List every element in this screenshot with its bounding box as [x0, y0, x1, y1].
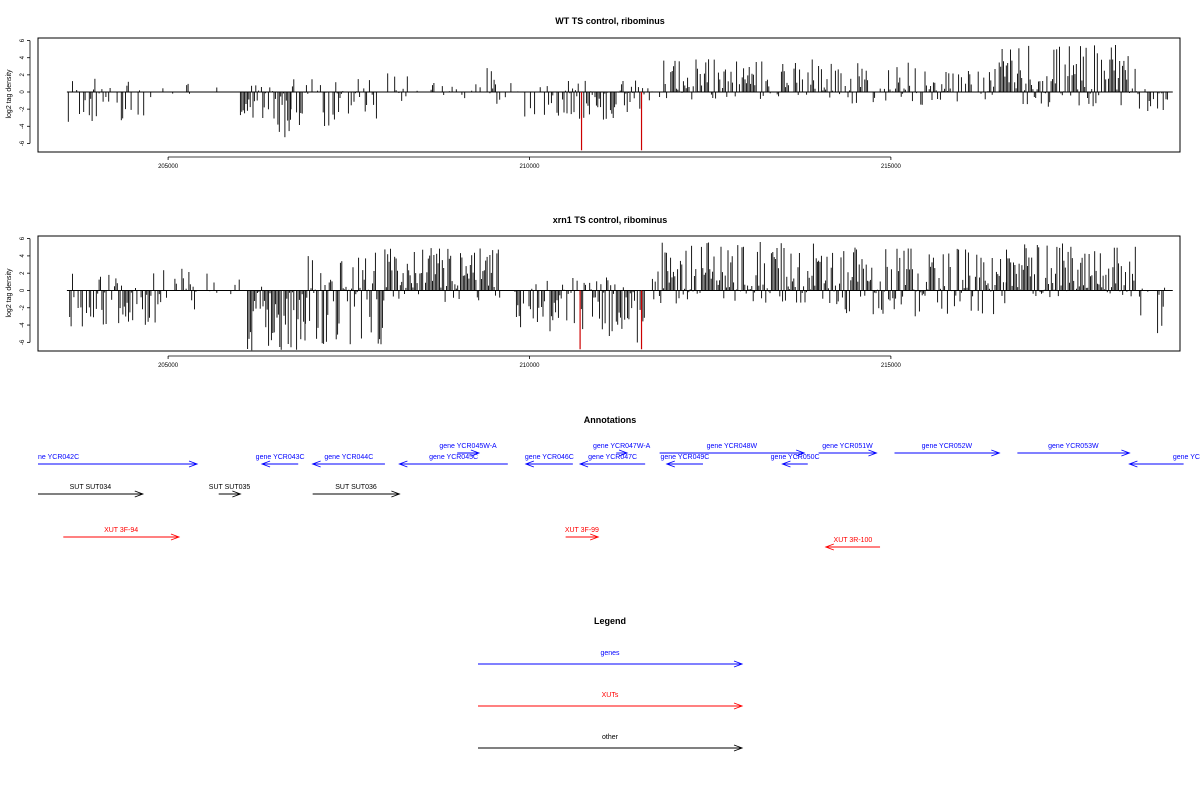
- x-tick-label: 215000: [881, 363, 902, 369]
- feature-arrow-head: [1128, 460, 1138, 468]
- feature-arrow-head: [578, 460, 589, 468]
- feature-label: gene YCR044C: [324, 454, 373, 461]
- wt-ylabel: log2 tag density: [6, 69, 13, 119]
- feature-label: gene YCR048W: [707, 443, 758, 450]
- y-tick-label: -4: [20, 123, 26, 129]
- legend-label: XUTs: [602, 692, 619, 699]
- feature-arrow-head: [398, 460, 408, 468]
- feature-arrow-head: [589, 533, 600, 541]
- feature-label: gene YCR052W: [922, 443, 973, 450]
- feature-label: XUT 3F-94: [104, 527, 138, 534]
- xrn1-track-title: xrn1 TS control, ribominus: [553, 215, 668, 225]
- feature-arrow-head: [618, 449, 629, 457]
- wt-track-panel: WT TS control, ribominus log2 tag densit…: [6, 16, 1181, 170]
- feature-label: gene YCR053W: [1048, 443, 1099, 450]
- y-tick-label: 0: [20, 90, 26, 94]
- feature-arrow-head: [134, 490, 145, 498]
- feature-label: gene YCR050C: [771, 454, 820, 461]
- feature-label: gene YCR047C: [588, 454, 637, 461]
- y-tick-label: 0: [20, 288, 26, 292]
- wt-track-title: WT TS control, ribominus: [555, 16, 665, 26]
- y-tick-label: -4: [20, 322, 26, 328]
- legend-arrow-head: [733, 660, 744, 668]
- feature-label: SUT SUT035: [209, 484, 251, 491]
- feature-label: gene YCR051W: [822, 443, 873, 450]
- feature-arrow-head: [170, 533, 181, 541]
- wt-coverage-bars: [66, 45, 1173, 151]
- y-tick-label: -6: [20, 339, 26, 345]
- feature-label: gene YCR045C: [429, 454, 478, 461]
- xrn1-track-panel: xrn1 TS control, ribominus log2 tag dens…: [6, 215, 1181, 369]
- feature-label: gene YC: [1173, 454, 1200, 461]
- xrn1-ylabel: log2 tag density: [6, 268, 13, 318]
- legend-label: genes: [600, 650, 620, 657]
- x-tick-label: 205000: [158, 363, 179, 369]
- feature-label: ne YCR042C: [38, 454, 79, 461]
- wt-axis-ticks: 6 4 2 0 -2 -4 -6 205000 210000 215000: [20, 38, 902, 170]
- feature-tracks: ne YCR042C gene YCR043C gene YCR044C gene Y…: [38, 443, 1200, 551]
- feature-arrow-head: [868, 449, 878, 457]
- feature-arrow-head: [665, 460, 675, 468]
- feature-arrow-head: [391, 490, 401, 498]
- x-tick-label: 215000: [881, 164, 902, 170]
- annotations-title: Annotations: [584, 415, 637, 425]
- feature-arrow-head: [311, 460, 321, 468]
- x-tick-label: 210000: [519, 164, 540, 170]
- y-tick-label: 2: [20, 73, 26, 77]
- feature-arrow-head: [524, 460, 535, 468]
- legend-arrow-head: [733, 744, 744, 752]
- feature-label: SUT SUT036: [335, 484, 377, 491]
- legend: Legend genes XUTs other: [478, 616, 744, 752]
- x-tick-label: 205000: [158, 164, 179, 170]
- feature-label: SUT SUT034: [70, 484, 112, 491]
- xrn1-plot-frame: [37, 235, 1181, 352]
- feature-label: gene YCR045W-A: [439, 443, 497, 450]
- feature-arrow-head: [260, 460, 271, 468]
- feature-label: XUT 3R-100: [834, 537, 873, 544]
- feature-label: gene YCR043C: [256, 454, 305, 461]
- feature-arrow-head: [188, 460, 199, 468]
- y-tick-label: -2: [20, 304, 26, 310]
- y-tick-label: 6: [20, 236, 26, 240]
- feature-arrow-head: [991, 449, 1001, 457]
- legend-title: Legend: [594, 616, 626, 626]
- feature-arrow-head: [470, 449, 481, 457]
- y-tick-label: 4: [20, 55, 26, 59]
- y-tick-label: -2: [20, 106, 26, 112]
- feature-label: gene YCR046C: [525, 454, 574, 461]
- feature-arrow-head: [1121, 449, 1131, 457]
- xrn1-axis-ticks: 6 4 2 0 -2 -4 -6 205000 210000 215000: [20, 236, 902, 369]
- legend-arrow-head: [733, 702, 744, 710]
- wt-plot-frame: [37, 37, 1181, 153]
- legend-items: genes XUTs other: [478, 650, 744, 752]
- y-tick-label: -6: [20, 140, 26, 146]
- y-tick-label: 4: [20, 254, 26, 258]
- feature-arrow-head: [232, 490, 242, 498]
- feature-label: gene YCR049C: [660, 454, 709, 461]
- y-tick-label: 6: [20, 38, 26, 42]
- annotations-panel: Annotations ne YCR042C gene YCR043C gene Y…: [38, 415, 1200, 551]
- y-tick-label: 2: [20, 271, 26, 275]
- feature-label: XUT 3F-99: [565, 527, 599, 534]
- legend-label: other: [602, 734, 619, 741]
- feature-label: gene YCR047W-A: [593, 443, 651, 450]
- xrn1-coverage-bars: [66, 242, 1173, 351]
- feature-arrow-head: [824, 543, 834, 551]
- x-tick-label: 210000: [519, 363, 540, 369]
- feature-arrow-head: [795, 449, 806, 457]
- feature-arrow-head: [781, 460, 791, 468]
